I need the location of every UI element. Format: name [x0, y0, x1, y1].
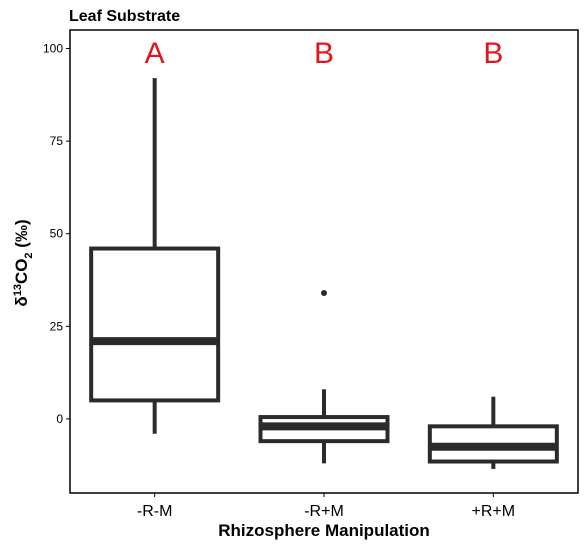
boxplots [89, 78, 559, 469]
outlier-point [321, 289, 327, 296]
x-axis-title: Rhizosphere Manipulation [218, 521, 430, 540]
y-axis-title-prefix: δ [12, 296, 31, 306]
chart-title: Leaf Substrate [69, 8, 180, 25]
y-tick-label: 25 [50, 319, 64, 333]
y-axis-title: δ13CO2 (‰) [12, 219, 35, 306]
y-axis: 0 25 50 75 100 [43, 42, 70, 426]
x-tick-label: -R+M [304, 503, 344, 520]
y-tick-label: 0 [56, 412, 63, 426]
x-axis: -R-M -R+M +R+M [137, 493, 515, 520]
significance-letter: B [483, 37, 503, 70]
y-tick-label: 50 [50, 227, 64, 241]
box-iqr [89, 246, 221, 403]
x-tick-label: -R-M [137, 503, 173, 520]
y-axis-title-mid: CO [12, 259, 31, 285]
y-tick-label: 100 [43, 42, 63, 56]
significance-letter: B [314, 37, 334, 70]
y-tick-label: 75 [50, 134, 64, 148]
y-axis-title-sup: 13 [12, 284, 24, 296]
significance-letter: A [145, 37, 165, 70]
x-tick-label: +R+M [472, 503, 516, 520]
y-axis-title-suffix: (‰) [12, 219, 31, 252]
y-axis-title-sub: 2 [23, 252, 35, 258]
